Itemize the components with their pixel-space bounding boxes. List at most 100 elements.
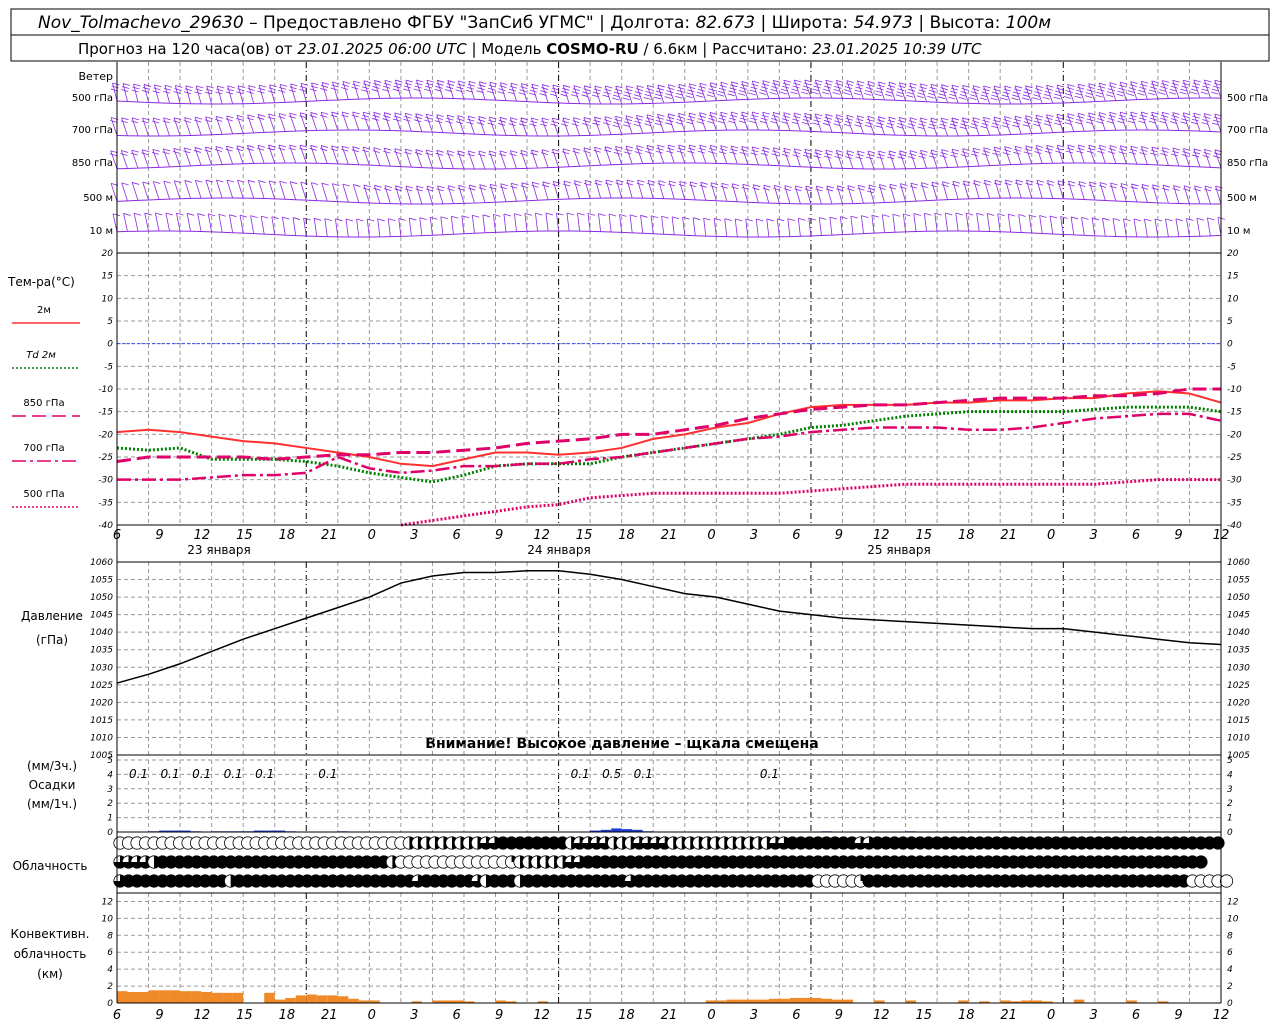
temp-axis-hour-tick-label: 6 <box>113 528 121 543</box>
wind-barb-flag <box>142 149 150 153</box>
wind-barb-staff <box>856 115 864 134</box>
wind-barb-flag <box>614 148 622 152</box>
wind-barb-flag <box>122 86 130 89</box>
wind-barb-flag <box>1065 90 1073 93</box>
wind-barb-flag <box>750 117 758 121</box>
wind-barb-staff <box>1057 180 1064 199</box>
wind-barb-flag <box>371 89 379 92</box>
wind-barb-staff <box>206 85 213 105</box>
wind-barb-flag <box>739 86 748 90</box>
wind-barb-staff <box>583 117 591 136</box>
wind-barb-staff <box>260 216 265 235</box>
wind-barb-flag <box>461 215 469 219</box>
wind-barb-staff <box>877 116 885 135</box>
wind-barb-flag <box>152 148 160 152</box>
wind-barb-flag <box>561 120 570 124</box>
wind-barb-staff <box>776 218 780 237</box>
wind-barb-flag <box>414 116 422 120</box>
wind-barb-staff <box>667 84 675 103</box>
wind-barb-staff <box>258 85 265 104</box>
wind-barb-flag <box>960 154 968 158</box>
wind-barb-flag <box>774 185 782 188</box>
wind-barb-flag <box>256 147 265 151</box>
conv-axis-hour-tick-label: 6 <box>792 1008 800 1023</box>
wind-barb-flag <box>739 152 748 155</box>
wind-barb-staff <box>804 149 812 168</box>
wind-barb-flag <box>1137 92 1145 96</box>
wind-barb-flag <box>1025 182 1033 186</box>
wind-barb-staff <box>1161 80 1169 99</box>
wind-barb-flag <box>457 188 465 191</box>
temp-axis-hour-tick-label: 0 <box>1047 528 1055 543</box>
wind-barb-flag <box>267 90 275 94</box>
wind-barb-flag <box>507 91 516 95</box>
wind-barb-flag <box>1002 91 1010 95</box>
wind-barb-flag <box>447 80 455 83</box>
wind-barb-flag <box>541 184 550 188</box>
wind-barb-flag <box>792 118 800 122</box>
wind-barb-flag <box>971 153 979 157</box>
wind-barb-flag <box>1191 154 1200 158</box>
wind-barb-flag <box>930 152 938 156</box>
wind-barb-flag <box>1149 152 1158 156</box>
wind-barb-flag <box>488 153 496 157</box>
wind-barb-flag <box>469 184 477 188</box>
wind-barb-flag <box>425 116 433 120</box>
wind-barb-flag <box>1025 145 1033 149</box>
wind-barb-flag <box>1046 183 1054 186</box>
conv-axis-hour-tick-label: 21 <box>321 1008 338 1023</box>
wind-barb-flag <box>813 85 821 89</box>
wind-barb-flag <box>980 94 988 98</box>
wind-barb-flag <box>1120 183 1129 186</box>
wind-barb-flag <box>678 112 686 116</box>
wind-barb-staff <box>919 117 927 136</box>
wind-barb-staff <box>808 217 812 236</box>
wind-barb-flag <box>929 89 937 93</box>
wind-barb-flag <box>451 215 459 219</box>
wind-barb-flag <box>194 116 203 120</box>
wind-barb-flag <box>729 117 737 121</box>
wind-barb-flag <box>603 149 612 153</box>
temp-axis-hour-tick-label: 15 <box>915 528 932 543</box>
wind-barb-flag <box>1116 93 1124 97</box>
wind-barb-staff <box>488 116 496 136</box>
wind-barb-staff <box>173 180 181 199</box>
wind-barb-staff <box>804 79 812 99</box>
temp-tick-right: -5 <box>1227 362 1236 372</box>
conv-unit: (км) <box>37 967 63 981</box>
wind-barb-flag <box>676 150 684 154</box>
wind-barb-flag <box>668 183 676 187</box>
wind-barb-flag <box>1204 79 1212 83</box>
wind-barb-flag <box>1214 188 1222 192</box>
wind-barb-flag <box>603 119 612 123</box>
wind-barb-flag <box>693 217 701 221</box>
wind-barb-flag <box>864 93 872 96</box>
wind-barb-flag <box>520 117 528 121</box>
pressure-tick-left: 1020 <box>90 698 113 708</box>
wind-barb-flag <box>521 182 529 186</box>
wind-barb-flag <box>885 93 893 97</box>
wind-barb-staff <box>657 114 665 133</box>
wind-barb-staff <box>468 81 475 100</box>
pressure-tick-left: 1010 <box>90 733 113 743</box>
wind-barb-flag <box>679 181 687 184</box>
wind-barb-flag <box>907 91 915 95</box>
wind-barb-flag <box>529 123 537 127</box>
wind-barb-staff <box>489 184 496 203</box>
header-line-1: Nov_Tolmachevo_29630 – Предоставлено ФГБ… <box>38 13 1051 33</box>
date-label: 23 января <box>187 543 250 557</box>
wind-barb-flag <box>1118 151 1126 155</box>
wind-barb-flag <box>783 188 791 192</box>
wind-barb-staff <box>963 180 970 199</box>
wind-barb-staff <box>930 117 938 137</box>
wind-barb-staff <box>1047 180 1054 199</box>
wind-barb-flag <box>550 123 558 127</box>
wind-barb-flag <box>960 91 968 94</box>
wind-barb-flag <box>353 80 361 84</box>
wind-barb-flag <box>647 182 655 186</box>
wind-barb-flag <box>781 85 790 89</box>
wind-barb-flag <box>424 119 432 123</box>
wind-barb-flag <box>246 117 254 121</box>
wind-barb-staff <box>552 149 559 168</box>
wind-barb-staff <box>447 185 454 204</box>
